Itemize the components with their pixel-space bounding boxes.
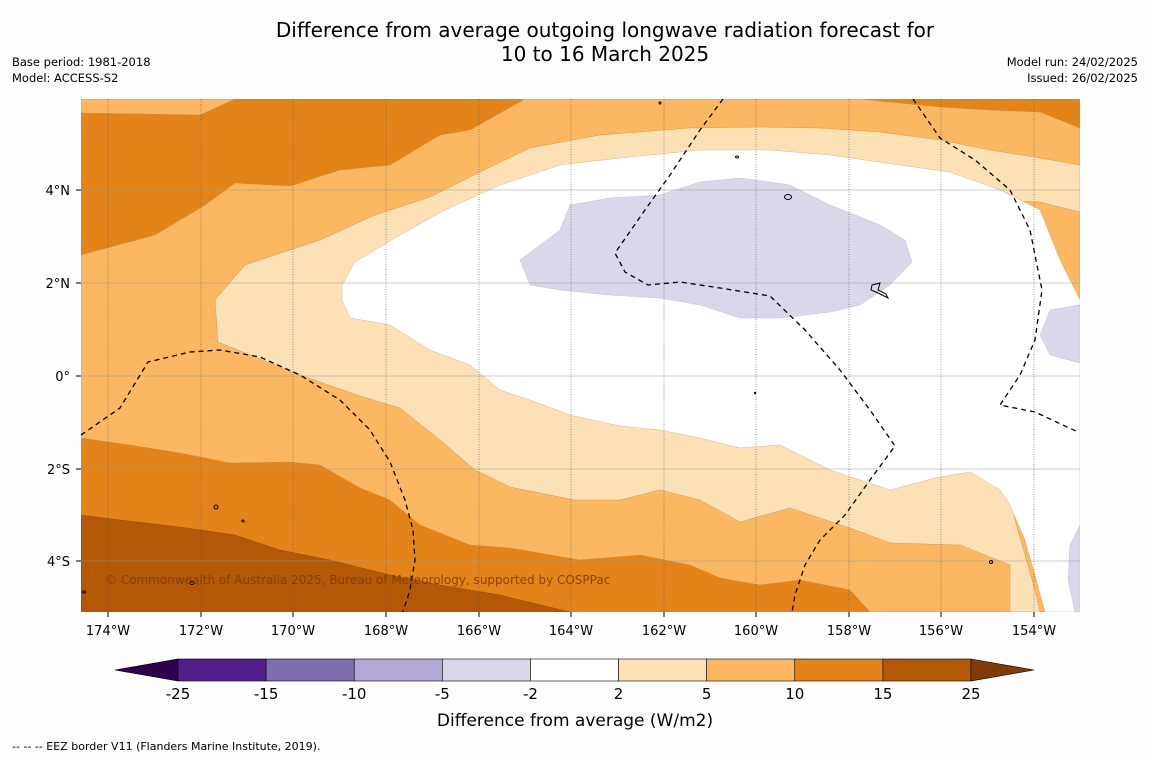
meta-right: Model run: 24/02/2025 Issued: 26/02/2025 — [1007, 54, 1138, 86]
x-tick-label: 156°W — [919, 624, 963, 639]
model-run: Model run: 24/02/2025 — [1006, 55, 1138, 69]
x-tick-label: 154°W — [1012, 624, 1056, 639]
colorbar-tick-label: -15 — [254, 685, 279, 703]
colorbar-cells — [177, 658, 972, 682]
eez-borders — [81, 99, 1079, 612]
colorbar-tick-label: 15 — [873, 685, 892, 703]
colorbar-cell — [353, 658, 443, 682]
island-outline — [82, 590, 86, 594]
island-outline — [658, 101, 662, 105]
base-period: Base period: 1981-2018 — [12, 55, 151, 69]
eez-footnote: -- -- -- EEZ border V11 (Flanders Marine… — [12, 740, 321, 753]
y-tick-label: 2°S — [47, 463, 70, 478]
colorbar-tick-label: -10 — [342, 685, 367, 703]
island-outlines — [82, 101, 993, 594]
x-axis-labels: 174°W 172°W 170°W 168°W 166°W 164°W 162°… — [86, 624, 1056, 639]
contour-m5-m2-se — [1067, 524, 1080, 612]
colorbar-tick-label: 25 — [961, 685, 980, 703]
colorbar-tick-labels: -25 -15 -10 -5 -2 2 5 10 15 25 — [166, 685, 981, 703]
map-plot-area: © Commonwealth of Australia 2025, Bureau… — [81, 99, 1080, 612]
colorbar-tick-label: 2 — [614, 685, 624, 703]
x-tick-label: 164°W — [549, 624, 593, 639]
colorbar: -25 -15 -10 -5 -2 2 5 10 15 25 Difference from av… — [114, 658, 1035, 731]
colorbar-cell — [442, 658, 531, 682]
x-tick-label: 158°W — [827, 624, 871, 639]
island-outline — [735, 155, 739, 159]
colorbar-title: Difference from average (W/m2) — [437, 711, 713, 731]
copyright-notice: © Commonwealth of Australia 2025, Bureau… — [105, 573, 610, 587]
colorbar-cell — [530, 658, 619, 682]
x-tick-label: 174°W — [86, 624, 130, 639]
colorbar-cell — [794, 658, 884, 682]
colorbar-cell — [618, 658, 707, 682]
colorbar-cell — [177, 658, 267, 682]
y-tick-label: 0° — [55, 370, 70, 385]
y-tick-label: 2°N — [46, 277, 71, 292]
colorbar-tick-label: 10 — [785, 685, 804, 703]
colorbar-under-arrow — [114, 658, 179, 682]
x-tick-label: 166°W — [457, 624, 501, 639]
island-outline — [241, 519, 245, 523]
contour-m5-m2-east — [1039, 304, 1080, 364]
colorbar-cell — [265, 658, 355, 682]
issued-date: Issued: 26/02/2025 — [1027, 71, 1138, 85]
island-outline — [189, 581, 195, 585]
x-tick-label: 170°W — [271, 624, 315, 639]
island-outline — [753, 391, 757, 395]
colorbar-cell — [882, 658, 972, 682]
colorbar-tick-label: 5 — [702, 685, 712, 703]
title-line-2: 10 to 16 March 2025 — [500, 42, 710, 66]
colorbar-cell — [706, 658, 796, 682]
eez-border-west — [81, 349, 416, 612]
contour-15-25 — [81, 514, 571, 612]
island-outline — [784, 194, 792, 200]
x-tick-label: 172°W — [179, 624, 223, 639]
title-line-1: Difference from average outgoing longwav… — [275, 18, 935, 42]
colorbar-tick-label: -2 — [523, 685, 538, 703]
eez-border-central — [614, 99, 896, 612]
y-axis-ticks — [76, 189, 81, 562]
latitude-gridlines — [81, 189, 1080, 562]
model-name: Model: ACCESS-S2 — [12, 71, 119, 85]
eez-border-east — [912, 99, 1079, 433]
colorbar-tick-label: -25 — [166, 685, 191, 703]
map-title: Difference from average outgoing longwav… — [180, 18, 1030, 66]
colorbar-tick-label: -5 — [435, 685, 450, 703]
island-outline — [870, 282, 890, 300]
meta-left: Base period: 1981-2018 Model: ACCESS-S2 — [12, 54, 151, 86]
island-outline — [213, 504, 219, 510]
y-axis-labels: 4°N 2°N 0° 2°S 4°S — [46, 184, 71, 570]
x-axis-ticks — [107, 612, 1035, 617]
x-tick-label: 162°W — [642, 624, 686, 639]
colorbar-over-arrow — [970, 658, 1035, 682]
x-tick-label: 160°W — [734, 624, 778, 639]
y-tick-label: 4°S — [47, 555, 70, 570]
island-outline — [989, 560, 993, 564]
x-tick-label: 168°W — [364, 624, 408, 639]
y-tick-label: 4°N — [46, 184, 71, 199]
